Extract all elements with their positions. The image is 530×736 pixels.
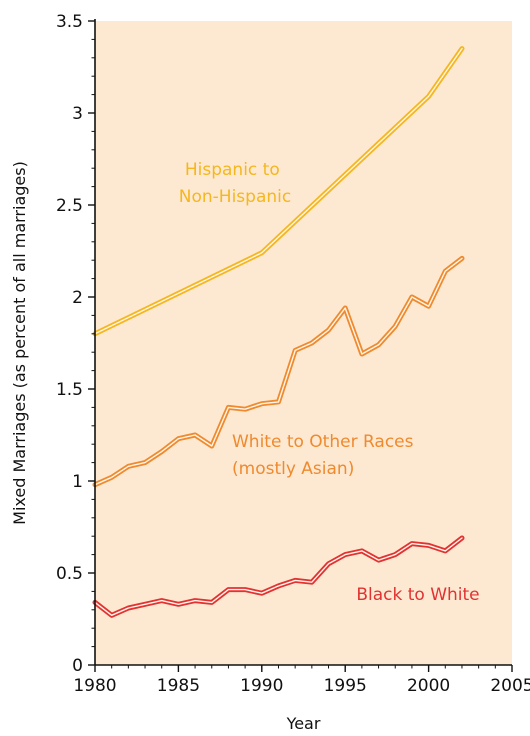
y-tick-label-7: 3.5: [56, 12, 83, 32]
series-label-white-other-line-1: White to Other Races: [232, 432, 414, 452]
y-tick-label-5: 2.5: [56, 196, 83, 216]
series-layer: [92, 46, 465, 618]
series-label-black-white: Black to White: [356, 585, 479, 605]
x-tick-label-2: 1990: [240, 676, 283, 696]
series-label-white-other-line-2: (mostly Asian): [232, 459, 354, 479]
ticks-layer: 0 0.5 1 1.5 2 2.5 3 3.5 1980 1985 1990 1995 2000 2005: [56, 12, 530, 696]
series-label-hispanic: Hispanic to Non-Hispanic: [179, 160, 291, 207]
y-tick-label-6: 3: [72, 104, 83, 124]
series-line-inner-2: [94, 537, 463, 616]
x-tick-label-0: 1980: [73, 676, 116, 696]
series-label-white-other: White to Other Races (mostly Asian): [232, 432, 419, 479]
series-label-black-white-line-1: Black to White: [356, 585, 479, 605]
x-tick-label-5: 2005: [490, 676, 530, 696]
x-axis-title: Year: [286, 714, 321, 733]
y-tick-label-2: 1: [72, 472, 83, 492]
axes-layer: [94, 19, 512, 666]
y-tick-label-3: 1.5: [56, 380, 83, 400]
y-tick-label-1: 0.5: [56, 564, 83, 584]
x-tick-label-1: 1985: [157, 676, 200, 696]
y-axis-title: Mixed Marriages (as percent of all marri…: [10, 161, 29, 525]
y-tick-label-0: 0: [72, 656, 83, 676]
x-tick-label-4: 2000: [407, 676, 450, 696]
series-line-inner-0: [94, 47, 463, 335]
y-tick-label-4: 2: [72, 288, 83, 308]
plot-background: [95, 21, 512, 665]
series-label-hispanic-line-1: Hispanic to: [185, 160, 280, 180]
series-label-hispanic-line-2: Non-Hispanic: [179, 187, 291, 207]
x-tick-label-3: 1995: [324, 676, 367, 696]
series-line-inner-1: [94, 257, 463, 486]
